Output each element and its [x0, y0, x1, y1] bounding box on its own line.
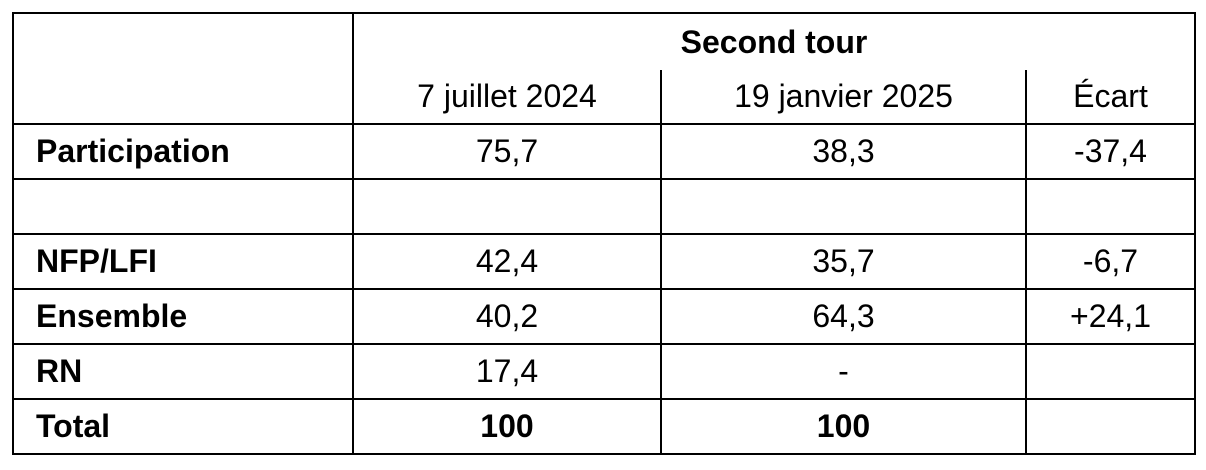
group-header: Second tour — [352, 12, 1196, 70]
row-label: RN — [12, 343, 354, 400]
cell: 38,3 — [660, 123, 1027, 180]
row: Participation 75,7 38,3 -37,4 — [12, 123, 1196, 180]
cell: 75,7 — [352, 123, 662, 180]
empty-cell — [12, 12, 354, 125]
empty-cell — [1025, 178, 1196, 235]
cell: +24,1 — [1025, 288, 1196, 345]
column-header: 7 juillet 2024 — [352, 70, 662, 125]
empty-cell — [660, 178, 1027, 235]
row-label: NFP/LFI — [12, 233, 354, 290]
cell: - — [660, 343, 1027, 400]
group-header-row: Second tour — [12, 12, 1196, 125]
cell: 42,4 — [352, 233, 662, 290]
cell: 35,7 — [660, 233, 1027, 290]
empty-cell — [12, 178, 354, 235]
row-label: Total — [12, 398, 354, 455]
cell: 100 — [352, 398, 662, 455]
empty-cell — [1025, 343, 1196, 400]
total-row: Total 100 100 — [12, 398, 1196, 455]
row: RN 17,4 - — [12, 343, 1196, 400]
cell: -37,4 — [1025, 123, 1196, 180]
empty-cell — [352, 178, 662, 235]
cell: -6,7 — [1025, 233, 1196, 290]
row: NFP/LFI 42,4 35,7 -6,7 — [12, 233, 1196, 290]
row: Ensemble 40,2 64,3 +24,1 — [12, 288, 1196, 345]
cell: 17,4 — [352, 343, 662, 400]
cell: 40,2 — [352, 288, 662, 345]
column-header: 19 janvier 2025 — [660, 70, 1027, 125]
row-label: Participation — [12, 123, 354, 180]
column-header: Écart — [1025, 70, 1196, 125]
empty-cell — [1025, 398, 1196, 455]
results-table: Second tour 7 juillet 2024 19 janvier 20… — [12, 12, 1196, 455]
row-label: Ensemble — [12, 288, 354, 345]
cell: 100 — [660, 398, 1027, 455]
spacer-row — [12, 178, 1196, 235]
cell: 64,3 — [660, 288, 1027, 345]
column-header-row: 7 juillet 2024 19 janvier 2025 Écart — [13, 70, 1196, 125]
